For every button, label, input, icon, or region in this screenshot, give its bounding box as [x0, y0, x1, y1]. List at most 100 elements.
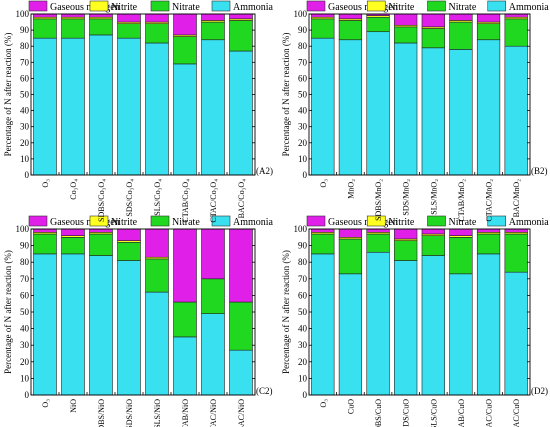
- x-tick-label: CTAC/Co₃O₄: [209, 179, 218, 223]
- y-tick-label: 90: [298, 241, 308, 251]
- bar-gaseous: [504, 13, 528, 18]
- x-tick-label: CTAC/NiO: [209, 399, 218, 427]
- x-tick-label: SLS/NiO: [153, 399, 162, 427]
- bar-nitrate: [89, 18, 113, 36]
- y-tick-label: 90: [298, 25, 308, 35]
- x-tick-label: CTAB/Co₃O₄: [181, 179, 190, 223]
- legend-swatch-nitrite: [366, 0, 386, 12]
- y-tick-label: 100: [16, 9, 30, 19]
- x-tick-label: SLS/MnO₂: [429, 179, 438, 215]
- bar-gaseous: [145, 228, 169, 258]
- y-tick-label: 20: [20, 357, 30, 367]
- bar-nitrate: [311, 233, 335, 255]
- bar-ammonia: [173, 336, 197, 396]
- bar-ammonia: [201, 313, 225, 396]
- legend-swatch-ammonia: [211, 215, 231, 227]
- legend-swatch-nitrate: [427, 215, 446, 227]
- y-tick-label: 100: [294, 224, 308, 234]
- bar-nitrate: [394, 240, 418, 261]
- bar-nitrate: [504, 233, 528, 273]
- bar-nitrate: [421, 235, 445, 256]
- y-tick-label: 30: [20, 340, 30, 350]
- bar-nitrate: [338, 238, 363, 275]
- bar-gaseous: [311, 228, 335, 233]
- x-tick-label: SDBS/Co₃O₄: [97, 179, 106, 222]
- legend-label-nitrate: Nitrate: [449, 217, 477, 228]
- y-tick-label: 10: [20, 154, 30, 164]
- y-tick-label: 30: [298, 122, 308, 132]
- bar-ammonia: [61, 37, 85, 176]
- bar-ammonia: [504, 45, 528, 176]
- y-axis-title: Percentage of N after reaction (%): [281, 33, 291, 157]
- bar-ammonia: [476, 39, 501, 176]
- y-tick-label: 0: [303, 390, 308, 400]
- y-tick-label: 10: [298, 154, 308, 164]
- bar-nitrate: [33, 18, 57, 39]
- chart-panel-1: O₃ Co₃O₄ SDBS/Co₃O₄ SDS/Co₃O₄ SLS/Co₃O₄ CTAB/…: [3, 9, 273, 223]
- bar-ammonia: [229, 50, 253, 176]
- bar-ammonia: [117, 260, 141, 396]
- bar-ammonia: [311, 253, 335, 396]
- bar-gaseous: [201, 228, 225, 280]
- y-axis-title: Percentage of N after reaction (%): [3, 33, 13, 157]
- bar-nitrate: [311, 18, 335, 39]
- y-tick-label: 30: [298, 340, 308, 350]
- x-tick-label: SLS/Co₃O₄: [153, 179, 162, 216]
- x-tick-label: BAC/NiO: [237, 399, 246, 427]
- bar-gaseous: [366, 228, 390, 233]
- bar-nitrate: [201, 21, 225, 41]
- bar-ammonia: [449, 273, 473, 396]
- bar-gaseous: [229, 228, 253, 303]
- bar-nitrate: [201, 278, 225, 314]
- x-tick-label: SDBS/NiO: [97, 399, 106, 427]
- bar-nitrate: [117, 241, 141, 261]
- y-tick-label: 30: [20, 122, 30, 132]
- x-tick-label: SDBS/CuO: [374, 399, 383, 427]
- y-tick-label: 80: [20, 257, 30, 267]
- legend-label-nitrite: Nitrite: [388, 2, 415, 13]
- legend-swatch-nitrate: [150, 215, 170, 227]
- y-axis-title: Percentage of N after reaction (%): [3, 250, 13, 374]
- y-tick-label: 70: [20, 57, 30, 67]
- legend-label-gaseous: Gaseous nitrogen: [328, 217, 398, 228]
- bar-ammonia: [394, 42, 418, 176]
- legend-swatch-gaseous: [306, 0, 326, 12]
- bar-ammonia: [201, 39, 225, 176]
- x-tick-label: O₃: [319, 399, 328, 408]
- bar-gaseous: [338, 228, 363, 238]
- bar-ammonia: [89, 255, 113, 396]
- chart-panel-2: O₃ MnO₂ SDBS/MnO₂ SDS/MnO₂ SLS/MnO₂ CTAB/MnO₂…: [281, 9, 548, 222]
- legend-swatch-ammonia: [211, 0, 231, 12]
- y-tick-label: 10: [298, 373, 308, 383]
- bar-gaseous: [145, 13, 169, 23]
- y-tick-label: 50: [298, 307, 308, 317]
- bar-nitrate: [229, 20, 253, 52]
- bar-nitrate: [33, 233, 57, 255]
- y-tick-label: 100: [294, 9, 308, 19]
- panel-label: (A2): [256, 166, 273, 176]
- bar-nitrate: [476, 233, 501, 255]
- y-tick-label: 60: [20, 73, 30, 83]
- legend-swatch-ammonia: [487, 215, 507, 227]
- bar-ammonia: [449, 49, 473, 176]
- legend-label-nitrite: Nitrite: [111, 217, 138, 228]
- bar-ammonia: [366, 251, 390, 396]
- legend-swatch-gaseous: [28, 215, 48, 227]
- bar-gaseous: [394, 13, 418, 26]
- bar-ammonia: [394, 260, 418, 396]
- legend-swatch-nitrite: [89, 215, 109, 227]
- bar-ammonia: [89, 34, 113, 176]
- bar-gaseous: [311, 13, 335, 18]
- y-tick-label: 90: [20, 25, 30, 35]
- x-tick-label: SDS/CuO: [402, 399, 411, 427]
- bar-nitrate: [366, 16, 390, 33]
- x-tick-label: BAC/MnO₂: [512, 179, 521, 218]
- legend-label-gaseous: Gaseous nitrogen: [328, 2, 398, 13]
- bar-gaseous: [449, 228, 473, 236]
- bar-ammonia: [61, 253, 85, 396]
- y-tick-label: 90: [20, 241, 30, 251]
- bar-gaseous: [173, 228, 197, 303]
